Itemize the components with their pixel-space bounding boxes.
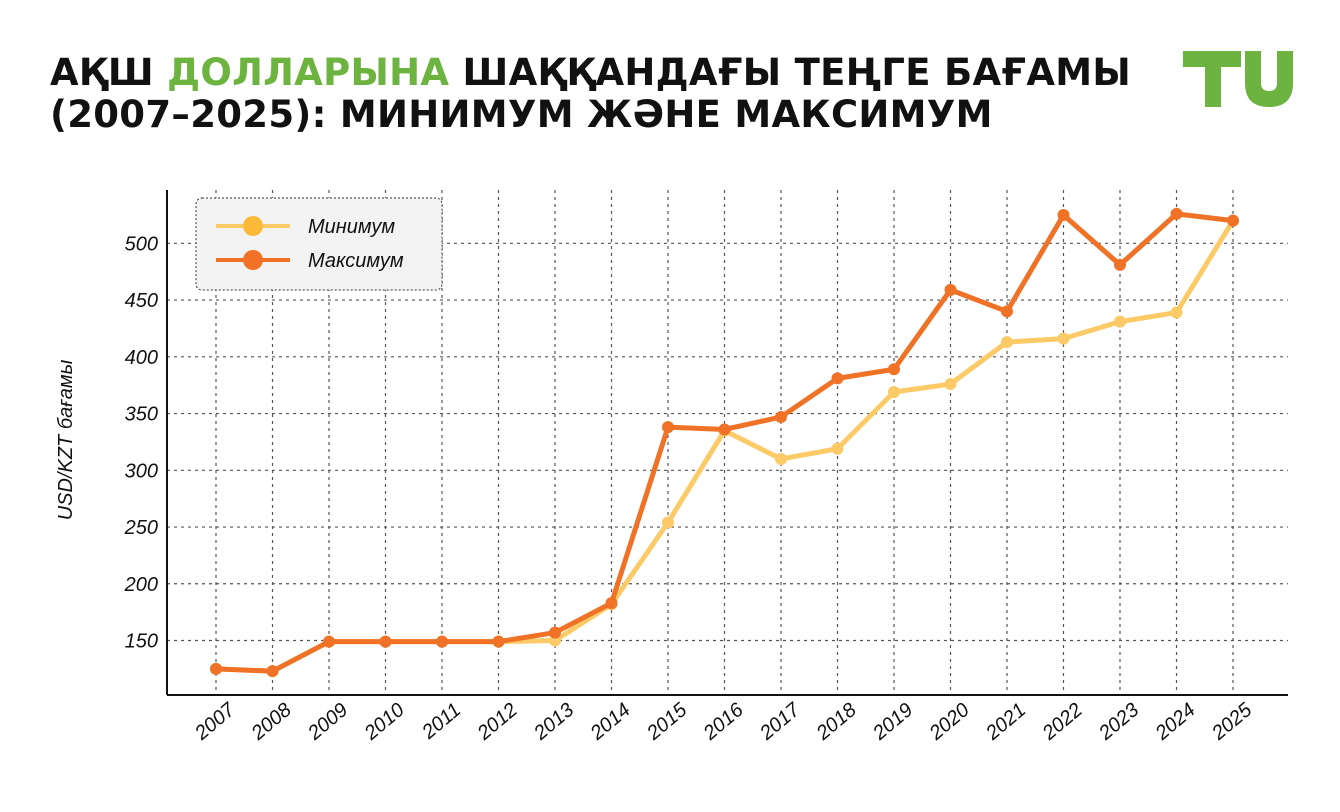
data-point — [1057, 208, 1070, 221]
title-line2: (2007–2025): МИНИМУМ ЖӘНЕ МАКСИМУМ — [50, 93, 993, 136]
x-tick-labels: 2007 2008 2009 2010 2011 2012 2013 2014 2015 2016… — [190, 698, 1257, 745]
data-point — [492, 635, 505, 648]
legend-max-marker — [243, 250, 263, 270]
series-maximum — [210, 207, 1239, 678]
y-tick-label: 500 — [125, 233, 158, 255]
chart-title: АҚШ ДОЛЛАРЫНА ШАҚҚАНДАҒЫ ТЕҢГЕ БАҒАМЫ (2… — [50, 52, 1150, 136]
y-tick-label: 200 — [124, 574, 158, 596]
y-tick-label: 150 — [125, 631, 158, 653]
x-tick-label: 2025 — [1207, 698, 1257, 745]
grid — [167, 190, 1288, 695]
y-tick-label: 400 — [125, 347, 158, 369]
data-point — [1001, 305, 1013, 318]
data-point — [718, 423, 731, 436]
title-part2: ШАҚҚАНДАҒЫ ТЕҢГЕ БАҒАМЫ — [449, 51, 1132, 94]
data-point — [379, 635, 392, 648]
data-point — [831, 442, 844, 455]
x-tick-label: 2011 — [417, 699, 465, 744]
x-tick-label: 2023 — [1094, 699, 1143, 745]
y-tick-label: 250 — [124, 517, 158, 539]
data-point — [323, 635, 335, 648]
legend-min-marker — [243, 216, 263, 236]
legend-min-label: Минимум — [308, 216, 395, 238]
title-part1: АҚШ — [50, 51, 168, 94]
y-tick-labels: 150 200 250 300 350 400 450 500 — [124, 233, 158, 652]
x-tick-label: 2021 — [981, 699, 1030, 745]
data-point — [944, 283, 957, 296]
data-point — [662, 421, 674, 434]
x-tick-label: 2013 — [529, 699, 578, 745]
legend: Минимум Максимум — [195, 197, 443, 291]
data-point — [549, 626, 561, 639]
data-point — [1001, 336, 1013, 349]
y-tick-label: 350 — [125, 404, 158, 426]
legend-max-label: Максимум — [308, 250, 404, 272]
x-tick-label: 2016 — [699, 698, 749, 745]
data-point — [1170, 306, 1183, 319]
y-tick-label: 300 — [125, 460, 158, 482]
x-tick-label: 2007 — [190, 698, 240, 745]
series-group — [210, 207, 1239, 678]
x-tick-label: 2022 — [1038, 699, 1087, 745]
data-point — [1114, 315, 1126, 328]
y-tick-label: 450 — [125, 290, 158, 312]
data-point — [888, 363, 900, 376]
data-point — [662, 516, 674, 529]
x-tick-label: 2019 — [868, 699, 917, 745]
data-point — [210, 662, 222, 675]
x-tick-label: 2010 — [360, 699, 409, 745]
data-point — [436, 635, 448, 648]
title-accent: ДОЛЛАРЫНА — [167, 51, 450, 94]
data-point — [1227, 214, 1239, 227]
data-point — [1057, 332, 1070, 345]
x-tick-label: 2009 — [303, 699, 352, 745]
tu-logo: TU — [1183, 51, 1293, 107]
x-tick-label: 2017 — [755, 698, 805, 745]
axes — [166, 190, 1288, 696]
y-axis-label: USD/KZT бағамы — [55, 359, 77, 520]
data-point — [266, 665, 279, 678]
data-point — [775, 452, 787, 465]
data-point — [1114, 258, 1126, 271]
data-point — [775, 410, 787, 423]
legend-box — [195, 197, 443, 291]
data-point — [888, 386, 900, 398]
data-point — [944, 378, 957, 391]
x-tick-label: 2018 — [812, 699, 861, 745]
x-tick-label: 2008 — [247, 699, 296, 745]
x-tick-label: 2024 — [1151, 699, 1200, 745]
x-tick-label: 2015 — [642, 698, 692, 745]
data-point — [605, 597, 618, 610]
x-tick-label: 2012 — [473, 699, 522, 745]
x-tick-label: 2014 — [586, 699, 635, 745]
data-point — [831, 372, 844, 385]
data-point — [1170, 207, 1183, 220]
x-tick-label: 2020 — [925, 699, 974, 745]
